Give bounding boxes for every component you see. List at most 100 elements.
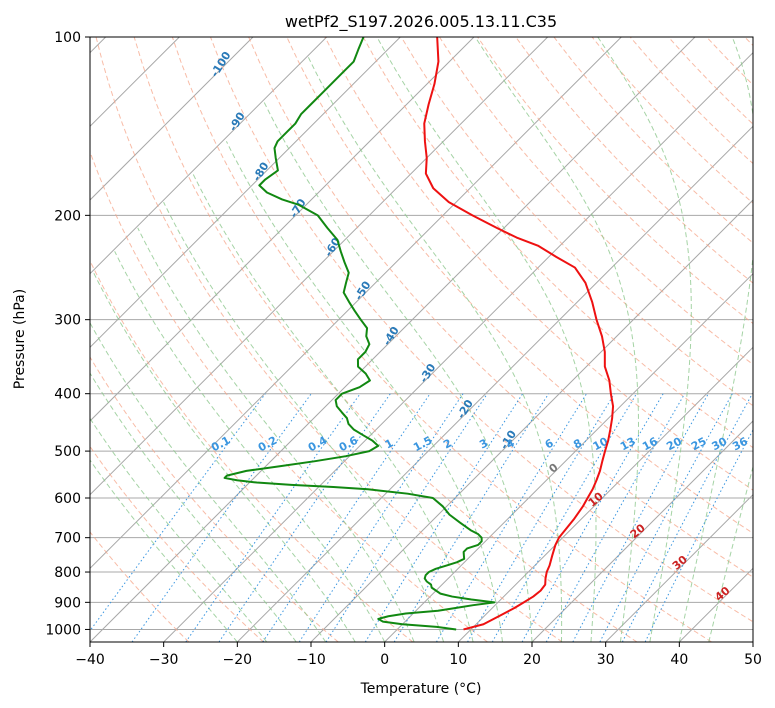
isotherm-line xyxy=(90,37,696,642)
y-tick-label: 700 xyxy=(54,531,81,547)
x-axis-label: Temperature (°C) xyxy=(360,681,482,697)
mixing-ratio-line xyxy=(491,393,637,642)
y-axis-label: Pressure (hPa) xyxy=(12,289,28,389)
dry-adiabat-line xyxy=(515,37,753,284)
mixing-ratio-line xyxy=(131,393,312,642)
y-tick-label: 800 xyxy=(54,565,81,581)
mixing-ratio-line xyxy=(325,393,488,642)
dry-adiabat-line xyxy=(591,37,753,204)
isotherm-line xyxy=(531,420,753,642)
temperature-profile xyxy=(423,37,615,631)
dry-adiabat-label: -30 xyxy=(417,361,439,385)
mixing-ratio-label: 3 xyxy=(477,436,490,451)
mixing-ratio-label: 36 xyxy=(730,435,750,454)
y-tick-label: 900 xyxy=(54,595,81,611)
dry-adiabat-line xyxy=(668,37,753,125)
dry-adiabat-line xyxy=(477,37,753,325)
moist-adiabat-line xyxy=(114,251,386,642)
mixing-ratio-line xyxy=(364,393,524,642)
x-tick-label: 30 xyxy=(597,652,615,668)
moist-adiabat-line xyxy=(474,37,639,642)
y-tick-label: 1000 xyxy=(45,622,81,638)
isotherm-line xyxy=(90,37,254,201)
x-tick-label: −10 xyxy=(296,652,326,668)
dry-adiabat-label: -80 xyxy=(250,160,272,184)
isotherm-line xyxy=(384,272,753,642)
x-tick-label: 0 xyxy=(380,652,389,668)
moist-adiabat-line xyxy=(90,321,327,642)
sounding-profiles xyxy=(223,37,615,631)
moist-adiabat-line xyxy=(90,372,297,642)
moist-adiabat-line xyxy=(262,100,533,642)
mixing-ratio-label: 13 xyxy=(618,435,638,454)
isotherm-line xyxy=(163,51,753,642)
mixing-ratio-line xyxy=(435,393,587,642)
dry-adiabat-line xyxy=(90,150,488,642)
dewpoint-profile xyxy=(223,37,496,631)
x-tick-label: −30 xyxy=(149,652,179,668)
moist-adiabat-line xyxy=(225,141,504,642)
dry-adiabat-label: -100 xyxy=(208,49,234,80)
dry-adiabat-line xyxy=(210,37,753,623)
y-tick-label: 200 xyxy=(54,208,81,224)
dry-adiabat-line xyxy=(171,37,712,642)
x-tick-label: −20 xyxy=(223,652,253,668)
y-tick-label: 300 xyxy=(54,313,81,329)
moist-adiabat-label: 40 xyxy=(712,584,732,604)
moist-adiabat-line xyxy=(192,173,474,642)
moist-adiabat-line xyxy=(708,464,753,642)
dry-adiabat-line xyxy=(90,259,414,642)
mixing-ratio-line xyxy=(545,393,686,642)
moist-adiabat-label: 20 xyxy=(628,521,648,541)
isotherm-line xyxy=(605,493,753,642)
mixing-ratio-label: 25 xyxy=(689,435,709,454)
moist-adiabat-label: 10 xyxy=(586,489,606,509)
x-tick-label: 10 xyxy=(449,652,467,668)
isotherm-line xyxy=(90,37,549,496)
chart-title: wetPf2_S197.2026.005.13.11.C35 xyxy=(285,12,557,32)
background-lines xyxy=(90,37,753,642)
isotherm-line xyxy=(90,37,401,349)
moist-adiabat-line xyxy=(376,37,597,642)
y-tick-label: 100 xyxy=(54,30,81,46)
isotherm-line xyxy=(90,37,622,570)
dry-adiabat-line xyxy=(90,356,339,642)
moist-adiabat-line xyxy=(307,56,563,642)
dry-adiabat-label: -40 xyxy=(380,324,402,348)
dry-adiabat-label: -90 xyxy=(226,110,248,134)
y-tick-label: 600 xyxy=(54,491,81,507)
mixing-ratio-line xyxy=(521,393,664,642)
dry-adiabat-line xyxy=(133,37,638,642)
dry-adiabat-line xyxy=(744,37,753,47)
x-tick-label: 50 xyxy=(744,652,762,668)
axes: −40 −30 −20 −10 0 10 20 30 40 50 100 200 300 400 500 60… xyxy=(45,30,762,668)
isotherm-line xyxy=(678,567,753,642)
isotherm-line xyxy=(457,346,753,642)
dry-adiabat-line xyxy=(248,37,753,578)
mixing-ratio-line xyxy=(599,393,733,642)
mixing-ratio-label: 1 xyxy=(383,436,396,451)
dry-adiabat-label: -20 xyxy=(454,397,476,421)
mixing-ratio-line xyxy=(90,393,266,632)
dry-adiabat-line xyxy=(439,37,753,366)
mixing-ratio-line xyxy=(644,428,753,642)
isotherm-line xyxy=(236,125,753,642)
moist-adiabat-line xyxy=(163,201,445,642)
mixing-ratio-label: 30 xyxy=(710,435,730,454)
mixing-ratio-label: 2 xyxy=(441,436,454,451)
moist-adiabat-line xyxy=(90,459,238,642)
mixing-ratio-line xyxy=(218,393,391,642)
dry-adiabat-label: -50 xyxy=(352,279,374,303)
isotherm-line xyxy=(752,641,753,642)
dry-adiabat-line xyxy=(400,37,753,407)
moist-adiabat-line xyxy=(678,37,753,642)
x-tick-label: 20 xyxy=(523,652,541,668)
mixing-ratio-line xyxy=(185,393,361,642)
moist-adiabat-line xyxy=(93,272,356,642)
dry-adiabat-line xyxy=(324,37,753,491)
dry-adiabat-line xyxy=(95,37,563,642)
mixing-ratio-line xyxy=(298,393,464,642)
y-tick-label: 400 xyxy=(54,387,81,403)
mixing-ratio-line xyxy=(467,393,615,642)
